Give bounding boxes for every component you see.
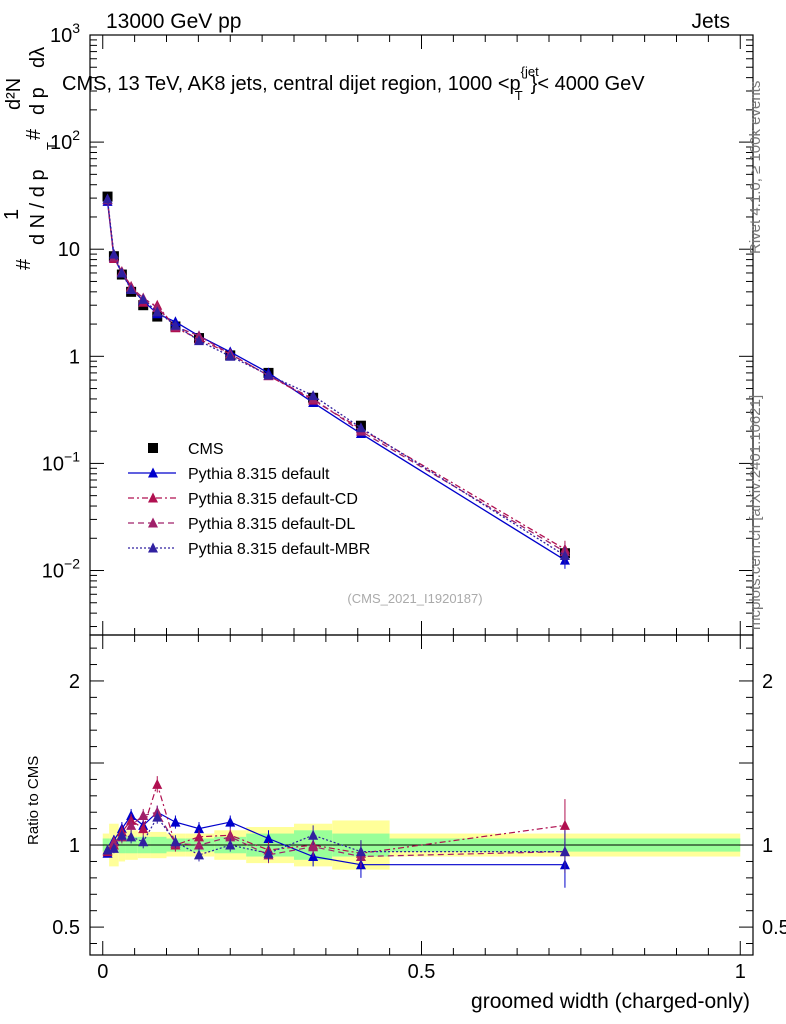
ratio-point-3 <box>355 846 366 857</box>
legend-marker <box>148 517 158 528</box>
y-tick-label: 10 <box>58 239 80 261</box>
ratio-point-0 <box>225 816 236 827</box>
mcplots-side-label: mcplots.cern.ch [arXiv:2401.10621] <box>747 395 764 630</box>
y-tick-label: 102 <box>50 127 80 154</box>
mc-point-4 <box>102 193 113 204</box>
y-label-den: d p <box>27 87 49 115</box>
ratio-point-3 <box>225 839 236 850</box>
y-label-hash: # <box>13 258 35 270</box>
x-tick-label: 0 <box>97 961 108 983</box>
y-label-num: d²N <box>3 78 25 110</box>
plot-title-prefix: CMS, 13 TeV, AK8 jets, central dijet reg… <box>62 73 521 95</box>
ratio-y-ticks: 0.5 0.5 1 1 2 2 <box>52 647 786 945</box>
mc-point-4 <box>263 369 274 380</box>
legend-label: Pythia 8.315 default <box>188 466 330 483</box>
ratio-point-3 <box>263 847 274 858</box>
ratio-point-3 <box>170 836 181 847</box>
y-label-dn: d N / d p <box>27 169 49 245</box>
mc-point-4 <box>355 422 366 433</box>
y-label-t: T <box>44 142 59 150</box>
x-tick-label: 0.5 <box>408 961 436 983</box>
y-tick-label: 10−1 <box>42 448 80 475</box>
legend-marker <box>148 467 158 478</box>
y-label-dlambda: dλ <box>27 47 49 68</box>
ratio-y-tick-label-right: 2 <box>762 671 773 693</box>
x-tick-label: 1 <box>735 961 746 983</box>
ratio-point-2 <box>194 839 205 850</box>
ratio-y-label: Ratio to CMS <box>25 756 42 845</box>
mc-point-4 <box>308 390 319 401</box>
legend-marker <box>148 542 158 553</box>
legend: CMS Pythia 8.315 default Pythia 8.315 defa… <box>128 441 370 558</box>
legend-marker-cms <box>148 443 158 453</box>
mc-point-4 <box>152 306 163 317</box>
main-series <box>102 191 570 569</box>
ratio-point-1 <box>559 819 570 830</box>
ratio-point-0 <box>170 816 181 827</box>
mc-point-4 <box>126 284 137 295</box>
ratio-point-2 <box>126 819 137 830</box>
mc-point-4 <box>108 248 119 259</box>
plot-title-suffix: }< 4000 GeV <box>531 73 646 95</box>
plot-title-sup: {jet <box>521 64 539 79</box>
y-tick-label: 1 <box>69 346 80 368</box>
ratio-y-tick-label-right: 1 <box>762 835 773 857</box>
header-right: Jets <box>691 10 730 33</box>
x-ticks: 0 0.5 1 <box>97 35 746 983</box>
ratio-point-3 <box>126 831 137 842</box>
mc-point-4 <box>138 293 149 304</box>
ratio-y-tick-label: 2 <box>69 671 80 693</box>
ratio-point-2 <box>225 831 236 842</box>
y-tick-label: 10−2 <box>42 556 80 583</box>
mc-point-4 <box>116 267 127 278</box>
ratio-point-2 <box>108 836 119 847</box>
analysis-watermark: (CMS_2021_I1920187) <box>347 591 482 606</box>
mc-point-4 <box>170 319 181 330</box>
main-y-label: # 1 d N / d p T # d²N d p dλ <box>1 47 59 270</box>
ratio-point-1 <box>152 778 163 789</box>
ratio-point-3 <box>138 836 149 847</box>
ratio-point-0 <box>194 823 205 834</box>
legend-label: Pythia 8.315 default-MBR <box>188 541 370 558</box>
ratio-point-3 <box>194 849 205 860</box>
ratio-point-0 <box>263 832 274 843</box>
plot-title-sub: T <box>515 88 523 103</box>
ratio-point-2 <box>308 841 319 852</box>
ratio-point-3 <box>152 811 163 822</box>
legend-marker <box>148 492 158 503</box>
y-label-one: 1 <box>1 209 23 220</box>
ratio-y-tick-label: 0.5 <box>52 917 80 939</box>
ratio-plot-frame <box>89 634 754 956</box>
ratio-y-tick-label-right: 0.5 <box>762 917 786 939</box>
ratio-point-3 <box>559 846 570 857</box>
mc-point-4 <box>194 335 205 346</box>
y-label-hash2: # <box>23 128 45 140</box>
ratio-y-tick-label: 1 <box>69 835 80 857</box>
y-tick-label: 103 <box>50 20 80 47</box>
ratio-point-2 <box>138 810 149 821</box>
legend-label: Pythia 8.315 default-DL <box>188 516 355 533</box>
plot-title: CMS, 13 TeV, AK8 jets, central dijet reg… <box>62 64 645 103</box>
ratio-point-3 <box>108 842 119 853</box>
legend-label: CMS <box>188 441 224 458</box>
mc-point-4 <box>225 350 236 361</box>
x-axis-label: groomed width (charged-only) <box>471 990 750 1013</box>
ratio-point-3 <box>308 829 319 840</box>
rivet-side-label: Rivet 4.1.0, ≥ 100k events <box>747 81 764 254</box>
ratio-point-1 <box>138 823 149 834</box>
ratio-series <box>102 776 570 888</box>
header-left: 13000 GeV pp <box>106 10 241 33</box>
ratio-point-1 <box>194 831 205 842</box>
ratio-point-3 <box>116 829 127 840</box>
legend-label: Pythia 8.315 default-CD <box>188 491 358 508</box>
